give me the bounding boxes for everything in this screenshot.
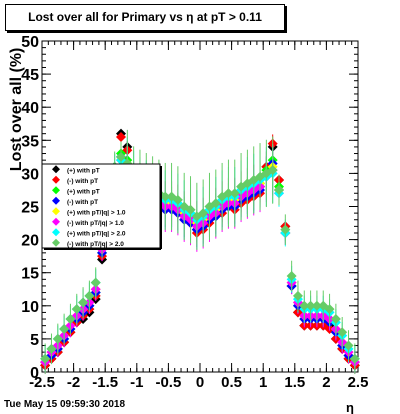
data-point [267, 165, 278, 176]
data-point [305, 300, 316, 311]
data-point [343, 340, 354, 351]
data-point [84, 290, 95, 301]
x-tick-label: -1.5 [92, 374, 118, 391]
data-point [198, 208, 209, 219]
x-tick-label: 2 [322, 374, 330, 391]
data-point [286, 271, 297, 282]
y-axis-label: Lost over all (%) [8, 48, 25, 172]
legend-box [41, 163, 161, 249]
data-point [280, 224, 291, 235]
x-tick-label: 0 [196, 374, 204, 391]
legend-entry: (-) with pT [67, 178, 98, 185]
data-point [185, 204, 196, 215]
y-tick-label: 20 [21, 233, 39, 250]
legend-marker [52, 186, 60, 195]
y-tick-label: 35 [21, 133, 39, 150]
y-tick-label: 30 [21, 166, 39, 183]
data-point [160, 191, 171, 202]
data-point [71, 304, 82, 315]
legend-marker [52, 238, 60, 247]
data-point [116, 151, 126, 162]
data-point [116, 131, 126, 142]
data-point [46, 343, 57, 354]
data-point [330, 314, 341, 325]
y-tick-label: 10 [21, 299, 39, 316]
y-tick-label: 0 [30, 365, 39, 382]
chart-title: Lost over all for Primary vs η at pT > 0… [28, 10, 262, 24]
legend-entry: (+) with pT [67, 188, 100, 195]
y-tick-label: 15 [21, 266, 39, 283]
legend-marker [52, 175, 60, 184]
data-point [274, 184, 284, 195]
chart-title-box: Lost over all for Primary vs η at pT > 0… [5, 4, 285, 31]
data-point [90, 277, 101, 288]
data-point [40, 353, 51, 364]
legend-entry: (+) with pT [67, 167, 100, 174]
data-point [59, 323, 70, 334]
data-point [229, 188, 240, 199]
x-tick-label: 1.5 [284, 374, 305, 391]
legend-entry: (+) with pT/|q| > 2.0 [67, 230, 126, 237]
x-tick-label: 1 [259, 374, 267, 391]
legend-marker [52, 165, 60, 174]
legend-marker [52, 196, 60, 205]
legend-entry: (-) with pT/|q| > 2.0 [67, 241, 124, 248]
data-point [299, 300, 310, 311]
data-point [172, 194, 183, 205]
data-point [292, 290, 303, 301]
legend-marker [52, 207, 60, 216]
x-tick-label: 2.5 [348, 374, 369, 391]
legend-entry: (-) with pT/|q| > 1.0 [67, 220, 124, 227]
legend-entry: (+) with pT/|q| > 1.0 [67, 209, 126, 216]
y-tick-label: 40 [21, 100, 39, 117]
x-tick-label: 0.5 [221, 374, 242, 391]
legend-entry: (-) with pT [67, 199, 98, 206]
x-tick-label: -2.5 [29, 374, 55, 391]
data-point [349, 353, 360, 364]
x-tick-label: -1 [130, 374, 143, 391]
x-tick-label: -0.5 [155, 374, 181, 391]
data-point [223, 188, 234, 199]
data-point [311, 300, 322, 311]
y-tick-label: 5 [30, 332, 39, 349]
y-tick-label: 25 [21, 200, 39, 217]
data-point [337, 327, 348, 338]
data-point [52, 333, 63, 344]
data-point [65, 314, 76, 325]
data-point [210, 198, 221, 209]
timestamp: Tue May 15 09:59:30 2018 [4, 399, 126, 410]
legend-marker [52, 217, 60, 226]
legend-marker [52, 228, 60, 237]
y-tick-label: 50 [21, 34, 39, 51]
x-tick-label: -2 [67, 374, 80, 391]
data-point [78, 297, 89, 308]
data-point [324, 304, 335, 315]
x-axis-label: η [346, 400, 354, 414]
y-tick-label: 45 [21, 67, 39, 84]
